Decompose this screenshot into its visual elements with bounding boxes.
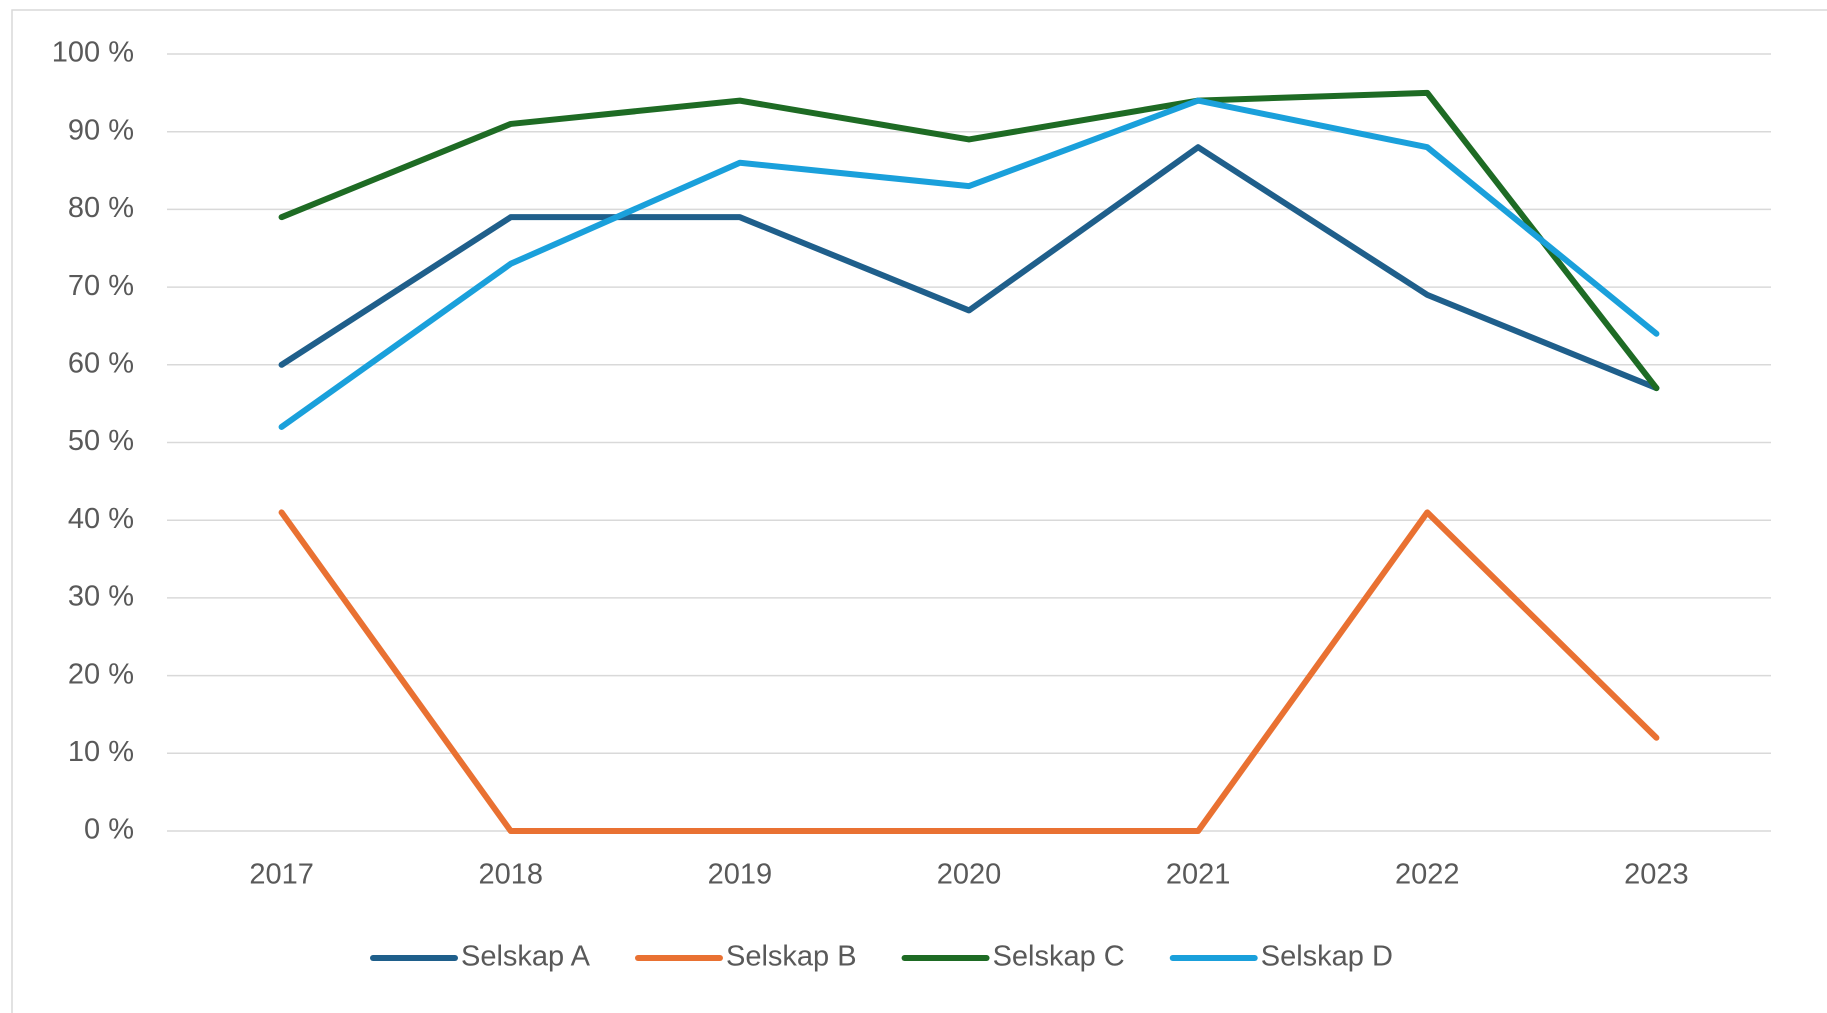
x-tick-label: 2017 [249, 859, 314, 891]
y-tick-label: 60 % [68, 347, 134, 379]
y-tick-label: 30 % [68, 581, 134, 613]
x-tick-label: 2021 [1166, 859, 1231, 891]
x-tick-label: 2019 [708, 859, 773, 891]
y-tick-label: 100 % [52, 37, 134, 69]
chart-border [11, 9, 1827, 1013]
series-line [278, 97, 1660, 430]
y-tick-label: 50 % [68, 425, 134, 457]
y-tick-label: 10 % [68, 736, 134, 768]
legend-label: Selskap C [993, 941, 1125, 973]
x-tick-label: 2022 [1395, 859, 1460, 891]
legend-label: Selskap A [461, 941, 591, 973]
y-tick-label: 80 % [68, 192, 134, 224]
y-tick-label: 70 % [68, 270, 134, 302]
x-tick-label: 2020 [937, 859, 1002, 891]
x-tick-label: 2023 [1624, 859, 1689, 891]
series-line [278, 144, 1660, 392]
legend-label: Selskap D [1261, 941, 1393, 973]
y-tick-label: 0 % [84, 814, 134, 846]
y-tick-label: 90 % [68, 114, 134, 146]
y-tick-label: 40 % [68, 503, 134, 535]
y-tick-label: 20 % [68, 658, 134, 690]
x-tick-label: 2018 [478, 859, 543, 891]
series-line [278, 89, 1660, 392]
legend-label: Selskap B [726, 941, 857, 973]
series-line [278, 509, 1660, 834]
